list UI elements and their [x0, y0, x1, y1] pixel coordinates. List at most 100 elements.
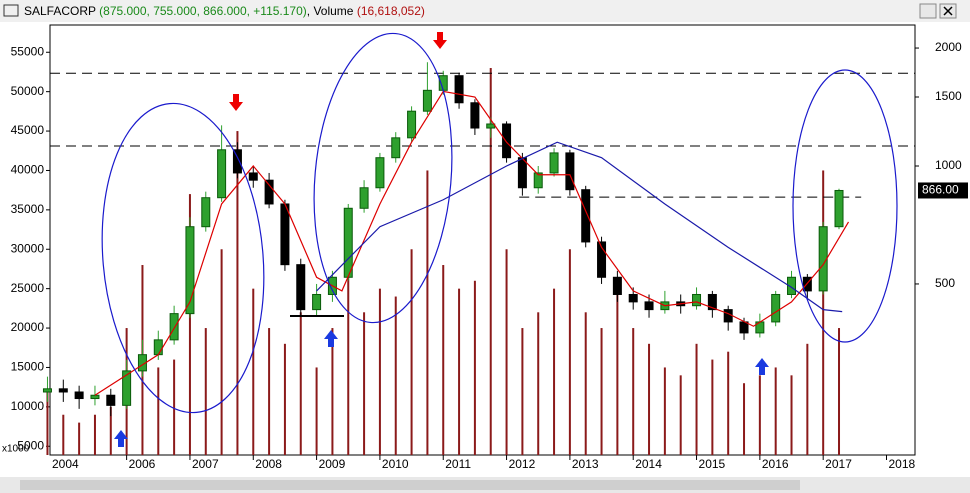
up-arrow [755, 358, 769, 375]
y-tick-label: 10000 [11, 399, 45, 413]
candle-body [280, 203, 290, 266]
x-tick-label: 2017 [825, 457, 852, 471]
candle-body [296, 264, 306, 311]
candle-body [692, 293, 702, 307]
candle-body [74, 391, 84, 400]
volume-bar [378, 288, 381, 455]
up-arrow [114, 430, 128, 447]
scroll-thumb[interactable] [20, 480, 800, 490]
volume-bar [252, 288, 255, 455]
volume-bar [236, 131, 239, 455]
volume-bar [648, 343, 651, 455]
close-icon [943, 6, 953, 16]
volume-bar [489, 68, 492, 456]
y2-tick-label: 500 [935, 276, 955, 290]
candle-body [628, 293, 638, 303]
x-tick-label: 2006 [129, 457, 156, 471]
candle-body [723, 309, 733, 323]
volume-bar [363, 312, 366, 455]
down-arrow [433, 32, 447, 49]
volume-bar [331, 328, 334, 455]
volume-bar [537, 312, 540, 455]
window-icon [3, 4, 19, 17]
y-tick-label: 25000 [11, 281, 45, 295]
up-arrow [324, 330, 338, 347]
candle-body [834, 189, 844, 228]
down-arrow [229, 94, 243, 111]
x-tick-label: 2011 [445, 457, 471, 471]
candle-body [42, 388, 52, 393]
ellipse [313, 32, 453, 324]
candle-body [612, 276, 622, 295]
annotations [101, 32, 898, 414]
volume-bar [315, 367, 318, 455]
volume-bar [410, 249, 413, 455]
candle-body [201, 197, 211, 228]
x-tick-label: 2007 [192, 457, 219, 471]
candle-body [153, 339, 163, 356]
candle-body [597, 241, 607, 278]
candle-body [565, 152, 575, 191]
y-tick-label: 35000 [11, 202, 45, 216]
candle-body [169, 313, 179, 341]
candle-body [549, 152, 559, 174]
volume-bar [46, 391, 49, 455]
volume-bar [679, 375, 682, 455]
moving-average [94, 90, 850, 396]
plot-frame [49, 24, 916, 456]
x-tick-label: 2013 [572, 457, 599, 471]
arrows [114, 32, 769, 447]
y-tick-label: 40000 [11, 163, 45, 177]
volume-bar [442, 265, 445, 455]
symbol: SALFACORP [24, 4, 96, 18]
candle-body [581, 189, 591, 243]
candle-body [502, 123, 512, 159]
candle-body [359, 187, 369, 209]
candle-body [58, 388, 68, 393]
volume-bar [347, 265, 350, 455]
y-tick-label: 5000 [17, 438, 44, 452]
volume-bar [93, 414, 96, 455]
volume-bar [157, 367, 160, 455]
y-tick-label: 45000 [11, 123, 45, 137]
x-tick-label: 2012 [509, 457, 536, 471]
volume-bar [188, 194, 191, 456]
volume-bar [299, 312, 302, 455]
volume-bar [283, 343, 286, 455]
volume-word: , Volume [307, 4, 354, 18]
volume-bar [568, 249, 571, 455]
volume-bar [62, 414, 65, 455]
y-tick-label: 30000 [11, 241, 45, 255]
volume-bar [695, 343, 698, 455]
candle-body [248, 172, 258, 181]
moving-average [316, 141, 843, 313]
candle-body [470, 102, 480, 129]
candle-body [217, 149, 227, 199]
volume-bar [505, 249, 508, 455]
ellipse [792, 69, 898, 343]
restore-button[interactable] [919, 3, 937, 19]
candle-body [122, 370, 132, 406]
last-price-box [918, 182, 968, 199]
volume-bar [822, 170, 825, 455]
y-tick-label: 15000 [11, 360, 45, 374]
volume-bar [758, 375, 761, 455]
y2-tick-label: 1000 [935, 158, 962, 172]
volume-bar [458, 288, 461, 455]
volume-bar [838, 328, 841, 455]
volume-bar [774, 367, 777, 455]
volume-bar [743, 383, 746, 455]
volume-bar [220, 249, 223, 455]
candle-body [90, 394, 100, 400]
last-price-label: 866.00 [922, 183, 959, 197]
volume-bar [584, 312, 587, 455]
title-bar [0, 0, 970, 22]
y2-tick-label: 2000 [935, 40, 962, 54]
y2-tick-label: 1500 [935, 89, 962, 103]
candle-body [232, 149, 242, 174]
candle-body [707, 293, 717, 311]
candle-body [454, 75, 464, 104]
plot: 5000 10000 15000 20000 25000 30000 35000 40000 4… [2, 40, 962, 471]
volume-bar [78, 422, 81, 455]
